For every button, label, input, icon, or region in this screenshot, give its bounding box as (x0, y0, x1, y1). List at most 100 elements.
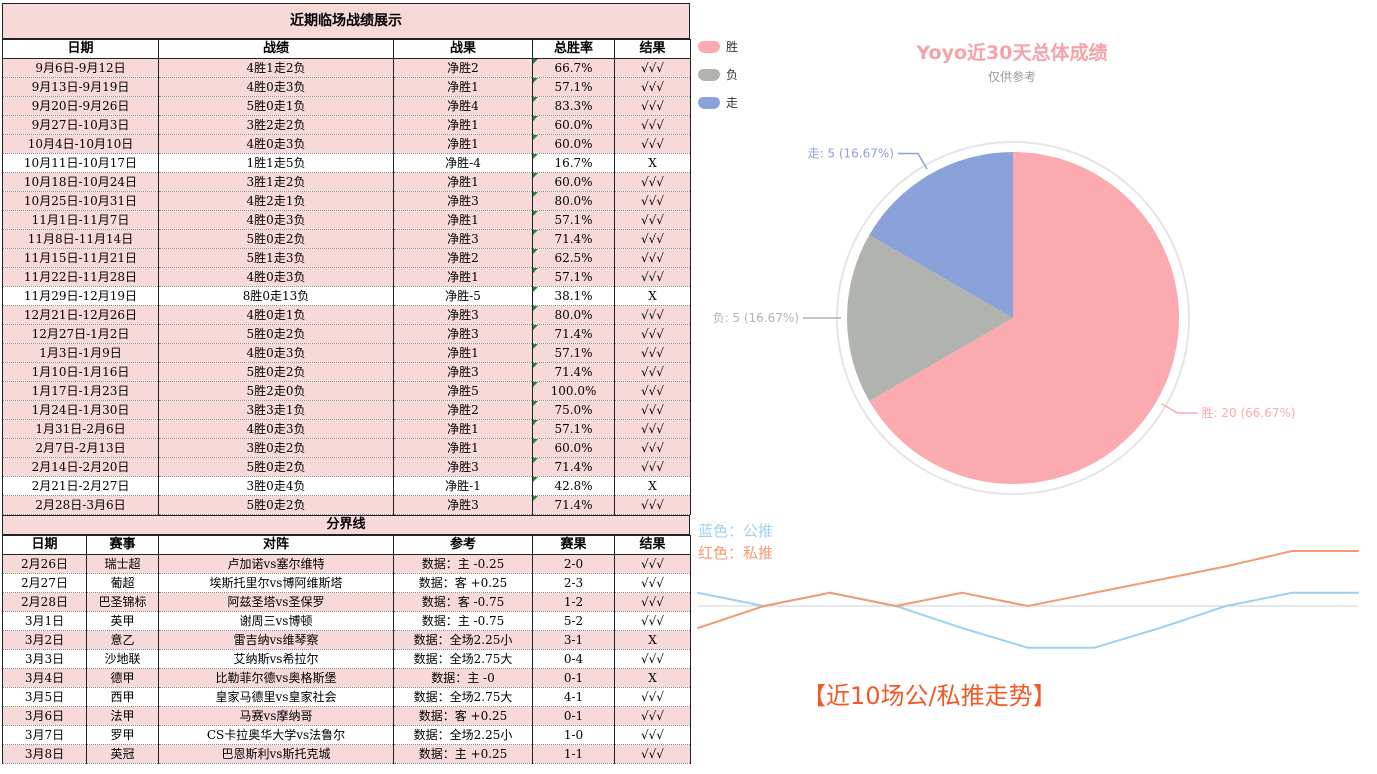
table-row: 2月21日-2月27日 3胜0走4负 净胜-1 42.8% X (2, 476, 691, 496)
table-cell: √√√ (614, 324, 691, 344)
pie-slice (869, 152, 1179, 484)
table-cell: 12月21日-12月26日 (2, 305, 159, 325)
table-cell: 5胜0走2负 (158, 229, 394, 249)
table-cell: 净胜3 (393, 362, 533, 382)
table-cell: 3月5日 (2, 687, 87, 707)
table-row: 11月1日-11月7日 4胜0走3负 净胜1 57.1% √√√ (2, 210, 691, 230)
table-cell: 1胜1走5负 (158, 153, 394, 173)
table-cell: 3-1 (532, 630, 615, 650)
trend-point (829, 591, 831, 594)
table-cell: 马赛vs摩纳哥 (158, 706, 394, 726)
table-cell: 11月1日-11月7日 (2, 210, 159, 230)
table-cell: 80.0% (532, 305, 615, 325)
table-cell: 5-2 (532, 611, 615, 631)
trend-point (1093, 646, 1095, 649)
table-row: 9月6日-9月12日 4胜1走2负 净胜2 66.7% √√√ (2, 58, 691, 78)
table-cell: 净胜3 (393, 229, 533, 249)
table-cell: 4胜1走2负 (158, 58, 394, 78)
table-cell: √√√ (614, 573, 691, 593)
table-cell: 数据：全场2.25小 (393, 725, 533, 745)
trend-point (1291, 550, 1293, 552)
legend-label: 胜 (726, 40, 739, 54)
trend-series-line (697, 550, 1358, 629)
table-cell: 2月28日-3月6日 (2, 495, 159, 515)
table-cell: 9月13日-9月19日 (2, 77, 159, 97)
legend-item[interactable]: 胜 (698, 38, 738, 55)
table-cell: 1-2 (532, 592, 615, 612)
table-cell: 11月22日-11月28日 (2, 267, 159, 287)
trend-line-chart (697, 550, 1359, 649)
legend-item[interactable]: 负 (698, 66, 738, 83)
table-cell: 4胜0走3负 (158, 134, 394, 154)
table-cell: √√√ (614, 267, 691, 287)
table-cell: 1-1 (532, 744, 615, 764)
table-row: 9月27日-10月3日 3胜2走2负 净胜1 60.0% √√√ (2, 115, 691, 135)
table-cell: 数据：主 -0 (393, 668, 533, 688)
trend-point (895, 605, 897, 607)
table-cell: √√√ (614, 248, 691, 268)
table-cell: 2月21日-2月27日 (2, 476, 159, 496)
table-cell: √√√ (614, 438, 691, 458)
table-cell: 净胜2 (393, 58, 533, 78)
table-row: 11月29日-12月19日 8胜0走13负 净胜-5 38.1% X (2, 286, 691, 306)
legend-item[interactable]: 走 (698, 94, 738, 111)
table-cell: 42.8% (532, 476, 615, 496)
table-cell: √√√ (614, 725, 691, 745)
table-cell: 4胜0走3负 (158, 77, 394, 97)
trend-point (1027, 605, 1029, 607)
table-row: 11月8日-11月14日 5胜0走2负 净胜3 71.4% √√√ (2, 229, 691, 249)
column-header: 总胜率 (532, 39, 615, 59)
table-cell: 巴圣锦标 (86, 592, 159, 612)
table-cell: X (614, 476, 691, 496)
table-cell: 净胜5 (393, 381, 533, 401)
trend-point (1093, 591, 1095, 594)
table-cell: CS卡拉奥华大学vs法鲁尔 (158, 725, 394, 745)
table-cell: 9月6日-9月12日 (2, 58, 159, 78)
trend-point (961, 591, 963, 594)
table-cell: 4胜0走3负 (158, 343, 394, 363)
table-cell: 10月11日-10月17日 (2, 153, 159, 173)
table-cell: 净胜1 (393, 172, 533, 192)
table-cell: √√√ (614, 229, 691, 249)
table-cell: 10月18日-10月24日 (2, 172, 159, 192)
table-cell: 60.0% (532, 134, 615, 154)
table-row: 2月14日-2月20日 5胜0走2负 净胜3 71.4% √√√ (2, 457, 691, 477)
table-cell: 3月3日 (2, 649, 87, 669)
trend-series-line (697, 591, 1358, 649)
table-cell: 2-0 (532, 554, 615, 574)
table-cell: 66.7% (532, 58, 615, 78)
table-cell: 0-4 (532, 649, 615, 669)
table-cell: 数据：主 -0.25 (393, 554, 533, 574)
table-row: 2月28日-3月6日 5胜0走2负 净胜3 71.4% √√√ (2, 495, 691, 515)
table-cell: 埃斯托里尔vs博阿维斯塔 (158, 573, 394, 593)
table-cell: 3胜2走2负 (158, 115, 394, 135)
table-row: 2月26日 瑞士超 卢加诺vs塞尔维特 数据：主 -0.25 2-0 √√√ (2, 554, 691, 574)
table-cell: 净胜-5 (393, 286, 533, 306)
table-cell: 净胜-1 (393, 476, 533, 496)
table-cell: 净胜2 (393, 400, 533, 420)
table-cell: 2-3 (532, 573, 615, 593)
table-cell: 0-1 (532, 668, 615, 688)
table-cell: 57.1% (532, 419, 615, 439)
table-cell: 11月15日-11月21日 (2, 248, 159, 268)
table-cell: 3月4日 (2, 668, 87, 688)
table-cell: 12月27日-1月2日 (2, 324, 159, 344)
table-cell: 罗甲 (86, 725, 159, 745)
trend-title: 【近10场公/私推走势】 (802, 682, 1057, 710)
table-cell: 1月3日-1月9日 (2, 343, 159, 363)
table-cell: 5胜1走3负 (158, 248, 394, 268)
table-cell: 英甲 (86, 611, 159, 631)
table-cell: 1月31日-2月6日 (2, 419, 159, 439)
table-cell: 西甲 (86, 687, 159, 707)
table-row: 11月22日-11月28日 4胜0走3负 净胜1 57.1% √√√ (2, 267, 691, 287)
pie-slice (869, 152, 1013, 318)
table-cell: 净胜3 (393, 457, 533, 477)
pie-slice-label: 胜: 20 (66.67%) (1202, 405, 1296, 420)
table-cell: 阿兹圣塔vs圣保罗 (158, 592, 394, 612)
pie-chart: 胜: 20 (66.67%) 负: 5 (16.67%) 走: 5 (16.67%) (713, 141, 1296, 495)
legend-swatch (698, 40, 720, 53)
table-cell: √√√ (614, 305, 691, 325)
table-cell: √√√ (614, 77, 691, 97)
table-row: 3月7日 罗甲 CS卡拉奥华大学vs法鲁尔 数据：全场2.25小 1-0 √√√ (2, 725, 691, 745)
table-cell: 38.1% (532, 286, 615, 306)
